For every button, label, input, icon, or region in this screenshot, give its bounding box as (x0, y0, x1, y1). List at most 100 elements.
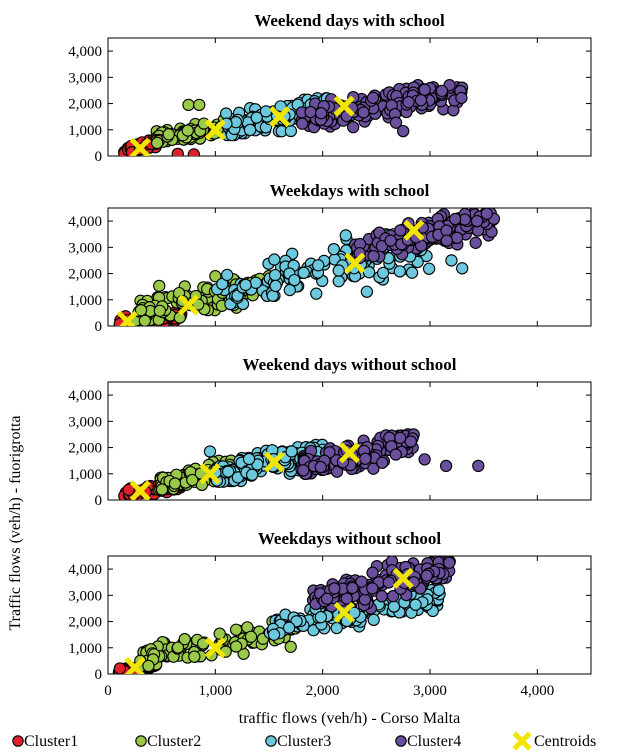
data-point (382, 576, 395, 589)
data-point (219, 107, 233, 120)
y-tick-label: 1,000 (68, 641, 102, 657)
x-tick-label: 0 (104, 683, 112, 699)
y-tick-label: 3,000 (68, 414, 102, 430)
legend: Cluster1 Cluster2 Cluster3 Cluster4 Centroid… (12, 731, 596, 751)
y-tick-label: 4,000 (68, 562, 102, 578)
data-point (327, 242, 340, 256)
data-point (296, 117, 309, 130)
legend-marker (12, 735, 24, 747)
data-point (239, 278, 252, 292)
data-point (404, 435, 417, 448)
data-point (470, 214, 484, 228)
data-point (171, 641, 185, 654)
centroid-marker (333, 601, 355, 623)
cluster-4-points (295, 428, 485, 480)
data-point (142, 659, 155, 673)
legend-marker (395, 735, 407, 747)
data-point (122, 483, 135, 496)
data-point (285, 445, 298, 458)
data-point (209, 270, 222, 283)
centroid-marker (204, 119, 226, 141)
data-point (250, 111, 263, 124)
y-tick-label: 2,000 (68, 615, 102, 631)
data-point (366, 582, 379, 595)
x-tick-label: 2,000 (306, 683, 340, 699)
centroid-marker (177, 294, 200, 316)
y-tick-label: 4,000 (68, 44, 102, 60)
legend-item-cluster3: Cluster3 (265, 733, 331, 750)
data-point (192, 298, 205, 311)
data-point (346, 581, 359, 595)
data-point (443, 556, 456, 569)
data-point (168, 477, 182, 490)
data-point (439, 459, 453, 473)
data-point (229, 640, 243, 653)
data-point (384, 234, 397, 247)
data-point (360, 285, 374, 298)
data-point (367, 613, 380, 627)
y-tick-label: 1,000 (68, 123, 102, 139)
data-point (245, 468, 259, 481)
data-point (155, 483, 169, 496)
data-point (387, 600, 401, 613)
data-point (420, 569, 433, 582)
data-point (282, 621, 296, 634)
data-point (393, 431, 407, 445)
data-point (269, 279, 282, 293)
data-point (193, 98, 206, 112)
centroid-marker (344, 252, 366, 274)
data-point (418, 453, 431, 466)
centroid-marker (129, 480, 151, 500)
data-point (414, 94, 428, 107)
data-point (113, 662, 126, 674)
data-point (358, 593, 372, 606)
data-point (366, 91, 380, 104)
data-point (330, 621, 343, 635)
data-point (243, 123, 257, 137)
data-point (312, 259, 325, 272)
centroid-marker (124, 656, 146, 674)
data-point (418, 83, 431, 96)
data-point (249, 276, 262, 289)
data-point (153, 279, 166, 293)
data-point (178, 633, 191, 646)
data-point (393, 265, 406, 278)
data-point (288, 273, 301, 287)
centroids (124, 567, 414, 674)
data-point (182, 98, 195, 112)
data-point (332, 264, 345, 277)
data-point (186, 473, 199, 487)
data-point (162, 128, 175, 141)
data-point (469, 236, 482, 249)
data-point (284, 640, 297, 653)
y-tick-label: 0 (95, 149, 103, 165)
legend-label: Cluster1 (24, 733, 78, 750)
centroid-marker (403, 219, 425, 241)
data-point (332, 275, 345, 288)
data-point (268, 253, 281, 266)
data-point (188, 650, 201, 663)
data-point (397, 124, 410, 138)
data-point (181, 124, 194, 137)
data-point (445, 254, 458, 267)
data-point (328, 582, 341, 595)
y-tick-label: 1,000 (68, 293, 102, 309)
x-axis-label: traffic flows (veh/h) - Corso Malta (239, 710, 460, 727)
data-point (213, 627, 226, 640)
data-point (220, 268, 234, 282)
data-point (405, 266, 419, 279)
data-point (320, 592, 334, 605)
x-tick-label: 3,000 (413, 683, 447, 699)
panel-4: Weekdays without school 0 1,000 2,000 3,000 4… (68, 529, 592, 683)
data-point (376, 456, 389, 469)
panel-2: Weekdays with school 0 1,000 2,000 3,000 4,00… (68, 181, 592, 335)
y-tick-label: 2,000 (68, 97, 102, 113)
y-axis-label: Traffic flows (veh/h) - fuorigrotta (7, 415, 24, 630)
plot-frame (107, 381, 592, 501)
cluster-4-points (295, 79, 469, 138)
panel-title: Weekend days with school (254, 11, 445, 30)
data-point (422, 262, 436, 275)
data-point (402, 96, 415, 109)
data-point (448, 212, 462, 226)
